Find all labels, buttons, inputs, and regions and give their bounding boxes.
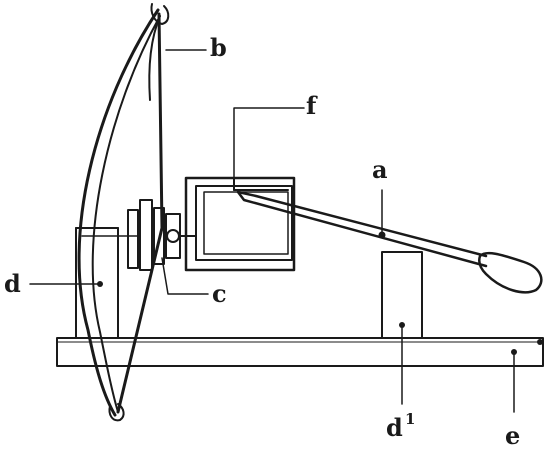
left-bracket [75,227,141,339]
label-f: f [306,91,318,120]
label-d: d [4,269,21,298]
base-board [56,337,544,367]
pulley-assembly [127,199,197,271]
label-a: a [372,155,388,184]
box-frame [184,176,296,272]
lever-arm [236,190,543,294]
label-c: c [212,279,227,308]
leader-lines [29,49,543,413]
label-d1-base: d [386,413,403,442]
bow-spring [77,3,170,422]
label-b: b [210,33,227,62]
label-d1-superscript: 1 [405,410,415,428]
support-post [381,251,423,339]
label-e: e [505,421,520,450]
